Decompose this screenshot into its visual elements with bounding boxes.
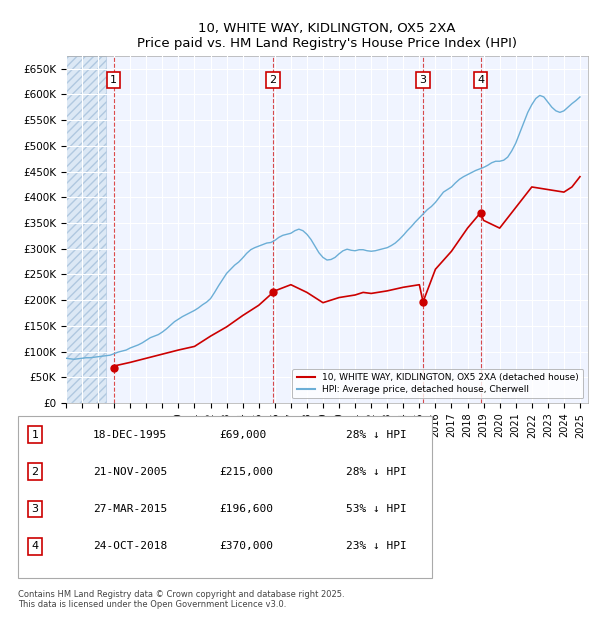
Text: 4: 4	[477, 75, 484, 85]
Text: 53% ↓ HPI: 53% ↓ HPI	[346, 504, 407, 514]
Text: 21-NOV-2005: 21-NOV-2005	[92, 467, 167, 477]
Text: 2: 2	[31, 467, 38, 477]
Text: 3: 3	[419, 75, 427, 85]
Bar	[66, 56, 106, 403]
Text: 3: 3	[32, 504, 38, 514]
Text: 1: 1	[32, 430, 38, 440]
Text: 1: 1	[110, 75, 117, 85]
Legend: 10, WHITE WAY, KIDLINGTON, OX5 2XA (detached house), HPI: Average price, detache: 10, WHITE WAY, KIDLINGTON, OX5 2XA (deta…	[292, 369, 583, 399]
Text: 23% ↓ HPI: 23% ↓ HPI	[346, 541, 407, 551]
Text: 28% ↓ HPI: 28% ↓ HPI	[346, 430, 407, 440]
Title: 10, WHITE WAY, KIDLINGTON, OX5 2XA
Price paid vs. HM Land Registry's House Price: 10, WHITE WAY, KIDLINGTON, OX5 2XA Price…	[137, 22, 517, 50]
Text: £196,600: £196,600	[220, 504, 274, 514]
Bar	[66, 56, 106, 403]
Text: 27-MAR-2015: 27-MAR-2015	[92, 504, 167, 514]
Text: £370,000: £370,000	[220, 541, 274, 551]
Text: £215,000: £215,000	[220, 467, 274, 477]
Text: 4: 4	[31, 541, 38, 551]
Text: Contains HM Land Registry data © Crown copyright and database right 2025.
This d: Contains HM Land Registry data © Crown c…	[18, 590, 344, 609]
Text: £69,000: £69,000	[220, 430, 266, 440]
Text: 28% ↓ HPI: 28% ↓ HPI	[346, 467, 407, 477]
FancyBboxPatch shape	[18, 415, 433, 578]
Text: 18-DEC-1995: 18-DEC-1995	[92, 430, 167, 440]
Text: 24-OCT-2018: 24-OCT-2018	[92, 541, 167, 551]
Text: 2: 2	[269, 75, 277, 85]
